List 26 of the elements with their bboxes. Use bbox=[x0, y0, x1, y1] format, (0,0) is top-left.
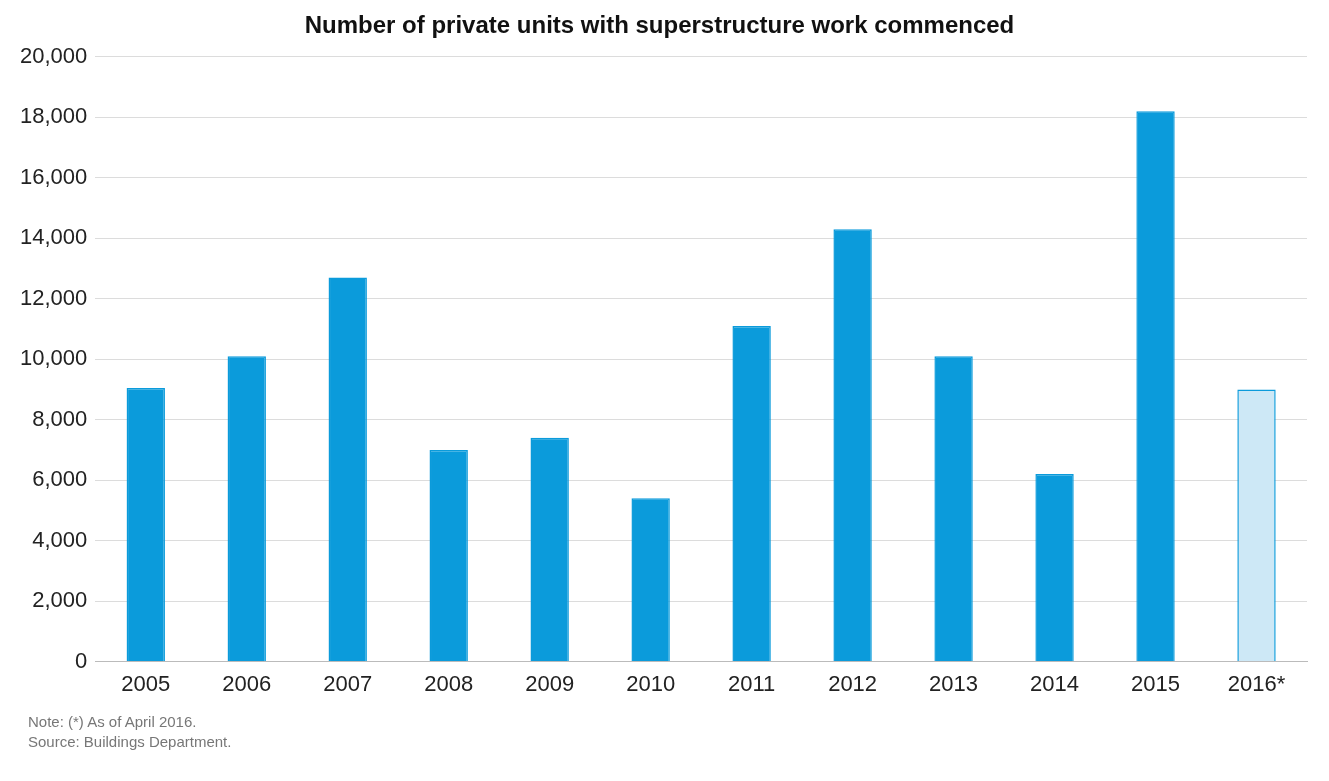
y-tick-label: 4,000 bbox=[32, 526, 88, 552]
x-tick-label: 2012 bbox=[828, 670, 878, 696]
y-tick-label: 2,000 bbox=[32, 587, 88, 613]
x-tick-label: 2008 bbox=[424, 670, 474, 696]
x-tick-label: 2006 bbox=[222, 670, 272, 696]
x-tick-label: 2010 bbox=[626, 670, 676, 696]
x-tick-label: 2013 bbox=[929, 670, 979, 696]
y-tick-label: 10,000 bbox=[19, 345, 88, 371]
source-note: Source: Buildings Department. bbox=[28, 732, 233, 752]
y-tick-label: 14,000 bbox=[19, 224, 88, 250]
y-tick-label: 20,000 bbox=[19, 42, 88, 68]
x-tick-label: 2009 bbox=[525, 670, 575, 696]
y-tick-label: 12,000 bbox=[19, 284, 88, 310]
x-tick-label: 2015 bbox=[1131, 670, 1181, 696]
text: Note: (*) As of April 2016. bbox=[28, 712, 198, 732]
chart-title: Number of private units with superstructure work commenced bbox=[304, 11, 1015, 39]
y-tick-label: 6,000 bbox=[32, 466, 88, 492]
y-tick-label: 18,000 bbox=[19, 103, 88, 129]
x-tick-label: 2014 bbox=[1030, 670, 1080, 696]
x-tick-label: 2011 bbox=[727, 670, 776, 696]
y-tick-label: 8,000 bbox=[32, 405, 88, 431]
y-tick-label: 0 bbox=[75, 647, 88, 673]
y-tick-label: 16,000 bbox=[19, 163, 88, 189]
x-tick-label: 2007 bbox=[323, 670, 373, 696]
x-tick-label: 2016* bbox=[1227, 670, 1286, 696]
x-tick-label: 2005 bbox=[121, 670, 171, 696]
